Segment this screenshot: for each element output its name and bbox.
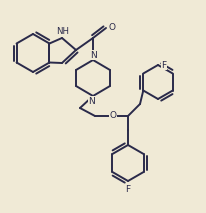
Text: O: O: [109, 23, 116, 32]
Text: N: N: [89, 96, 95, 105]
Text: F: F: [125, 184, 131, 193]
Text: N: N: [91, 50, 97, 59]
Text: O: O: [110, 111, 117, 121]
Text: F: F: [162, 60, 167, 69]
Text: NH: NH: [56, 27, 69, 36]
